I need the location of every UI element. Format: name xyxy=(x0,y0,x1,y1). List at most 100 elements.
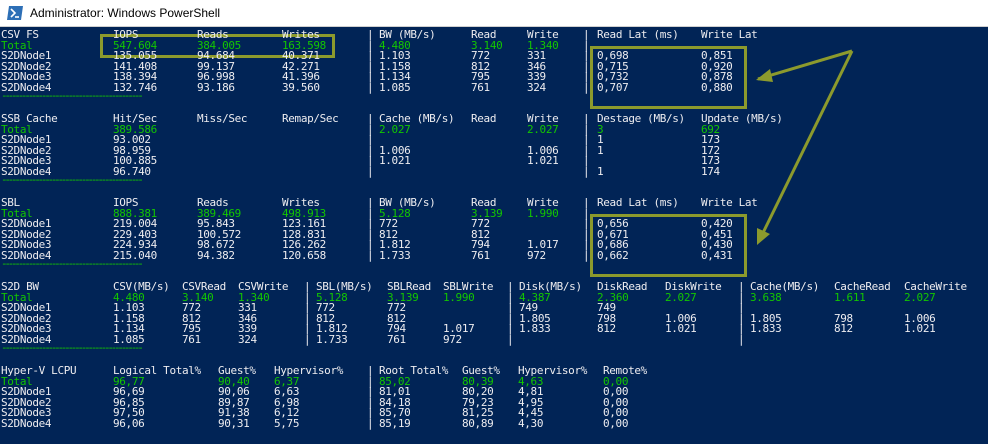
sbl-row-2-cell-1: 224.934 xyxy=(113,238,157,252)
sbl-row-0-cell-3: 123.161 xyxy=(282,217,326,231)
hyperv-total-cell-6: 80,39 xyxy=(462,374,494,388)
csv-row-1-cell-10: 0,920 xyxy=(701,59,733,73)
s2d-row-1-cell-1: 1.158 xyxy=(113,311,145,325)
csv-row-1-cell-1: 141.408 xyxy=(113,59,157,73)
s2d-row-1-cell-3: 346 xyxy=(238,311,257,325)
console-output[interactable]: CSV FS IOPS Reads Writes | BW (MB/s) Read Write… xyxy=(0,27,988,444)
sbl-row-3-cell-1: 215.040 xyxy=(113,249,157,262)
ssb-row-1-cell-1: 98.959 xyxy=(113,143,151,157)
csv-row-1-cell-7: 346 xyxy=(527,59,546,73)
csv-total-cell-3: 163.598 xyxy=(282,38,326,52)
hyperv-row-2-cell-3: 6,12 xyxy=(274,406,300,420)
csv-header-8: | xyxy=(583,28,590,41)
hyperv-row-3-cell-0: S2DNode4 xyxy=(1,417,52,430)
ssb-row-2-cell-8: | xyxy=(583,154,590,168)
csv-row-0-cell-6: 772 xyxy=(471,49,490,63)
s2d-row-1-cell-11: 1.006 xyxy=(665,311,697,325)
sbl-separator: ----------------------------------------… xyxy=(1,256,144,270)
hyperv-row-1-cell-4: | xyxy=(367,395,374,409)
s2d-header-13: Cache(MB/s) xyxy=(750,280,819,293)
hyperv-header-8: Remote% xyxy=(603,364,647,377)
hyperv-header-5: Root Total% xyxy=(379,364,448,377)
ssb-row-1-cell-0: S2DNode2 xyxy=(1,143,52,157)
s2d-total-cell-5: 5.128 xyxy=(316,290,348,304)
s2d-row-3-cell-4: | xyxy=(304,333,311,346)
s2d-row-0-cell-8: | xyxy=(507,301,514,315)
s2d-total-cell-4: | xyxy=(304,290,311,304)
s2d-header-0: S2D BW xyxy=(1,280,39,293)
csv-row-0-cell-5: 1.103 xyxy=(379,49,411,63)
s2d-row-0-cell-5: 772 xyxy=(316,301,335,315)
csv-total-cell-0: Total xyxy=(1,38,33,52)
csv-row-2-cell-7: 339 xyxy=(527,70,546,84)
s2d-row-2-cell-13: 1.833 xyxy=(750,322,782,336)
csv-row-2-cell-10: 0,878 xyxy=(701,70,733,84)
hyperv-row-2-cell-0: S2DNode3 xyxy=(1,406,52,420)
s2d-header-6: SBLRead xyxy=(387,280,431,293)
hyperv-row-0-cell-8: 0,00 xyxy=(603,385,629,399)
s2d-row-2-cell-4: | xyxy=(304,322,311,336)
csv-row-3-cell-8: | xyxy=(583,81,590,94)
csv-row-3-cell-4: | xyxy=(367,81,374,94)
s2d-row-2-cell-12: | xyxy=(738,322,745,336)
hyperv-total-cell-3: 6,37 xyxy=(274,374,300,388)
s2d-total-cell-2: 3.140 xyxy=(182,290,214,304)
hyperv-row-2-cell-5: 85,70 xyxy=(379,406,411,420)
ssb-header-9: Destage (MB/s) xyxy=(597,112,685,125)
s2d-row-3-cell-6: 761 xyxy=(387,333,406,346)
sbl-row-1-cell-10: 0,451 xyxy=(701,227,733,241)
ssb-row-3-cell-10: 174 xyxy=(701,165,720,178)
hyperv-row-1-cell-8: 0,00 xyxy=(603,395,629,409)
hyperv-total-cell-0: Total xyxy=(1,374,33,388)
sbl-header-8: | xyxy=(583,196,590,209)
csv-row-1-cell-3: 42.271 xyxy=(282,59,320,73)
hyperv-header-6: Guest% xyxy=(462,364,500,377)
sbl-row-1-cell-3: 128.831 xyxy=(282,227,326,241)
sbl-total-cell-1: 888.381 xyxy=(113,206,157,220)
s2d-row-0-cell-1: 1.103 xyxy=(113,301,145,315)
ssb-row-2-cell-0: S2DNode3 xyxy=(1,154,52,168)
s2d-row-2-cell-15: 1.021 xyxy=(904,322,936,336)
s2d-row-3-cell-7: 972 xyxy=(443,333,462,346)
csv-row-2-cell-5: 1.134 xyxy=(379,70,411,84)
hyperv-total-cell-8: 0,00 xyxy=(603,374,629,388)
ssb-total-cell-4: | xyxy=(367,122,374,136)
sbl-row-3-cell-10: 0,431 xyxy=(701,249,733,262)
hyperv-row-3-cell-7: 4,30 xyxy=(518,417,544,430)
highlight-box-sbl-latency xyxy=(590,214,747,277)
hyperv-row-2-cell-7: 4,45 xyxy=(518,406,544,420)
sbl-row-1-cell-8: | xyxy=(583,227,590,241)
s2d-row-0-cell-3: 331 xyxy=(238,301,257,315)
s2d-header-3: CSVWrite xyxy=(238,280,289,293)
s2d-row-1-cell-8: | xyxy=(507,311,514,325)
title-bar: Administrator: Windows PowerShell xyxy=(0,0,988,27)
hyperv-total-cell-4: | xyxy=(367,374,374,388)
hyperv-row-2-cell-4: | xyxy=(367,406,374,420)
ssb-row-2-cell-5: 1.021 xyxy=(379,154,411,168)
csv-total-cell-7: 1.340 xyxy=(527,38,559,52)
sbl-row-2-cell-2: 98.672 xyxy=(197,238,235,252)
s2d-row-0-cell-10: 749 xyxy=(597,301,616,315)
s2d-row-0-cell-12: | xyxy=(738,301,745,315)
csv-separator: ----------------------------------------… xyxy=(1,88,144,102)
csv-row-0-cell-4: | xyxy=(367,49,374,63)
highlight-box-csv-total xyxy=(100,34,335,58)
sbl-header-10: Write Lat xyxy=(701,196,758,209)
csv-row-3-cell-3: 39.560 xyxy=(282,81,320,94)
sbl-header-2: Reads xyxy=(197,196,229,209)
sbl-header-0: SBL xyxy=(1,196,20,209)
csv-row-2-cell-9: 0,732 xyxy=(597,70,629,84)
csv-row-0-cell-2: 94.684 xyxy=(197,49,235,63)
hyperv-row-2-cell-6: 81,25 xyxy=(462,406,494,420)
sbl-row-1-cell-9: 0,671 xyxy=(597,227,629,241)
csv-row-2-cell-3: 41.396 xyxy=(282,70,320,84)
ssb-total-cell-10: 692 xyxy=(701,122,720,136)
hyperv-total-cell-1: 96,77 xyxy=(113,374,145,388)
hyperv-row-2-cell-1: 97,50 xyxy=(113,406,145,420)
hyperv-row-0-cell-0: S2DNode1 xyxy=(1,385,52,399)
hyperv-total-cell-7: 4,63 xyxy=(518,374,544,388)
csv-row-2-cell-0: S2DNode3 xyxy=(1,70,52,84)
window-title: Administrator: Windows PowerShell xyxy=(30,6,221,20)
csv-total-cell-6: 3.140 xyxy=(471,38,503,52)
s2d-total-cell-13: 3.638 xyxy=(750,290,782,304)
